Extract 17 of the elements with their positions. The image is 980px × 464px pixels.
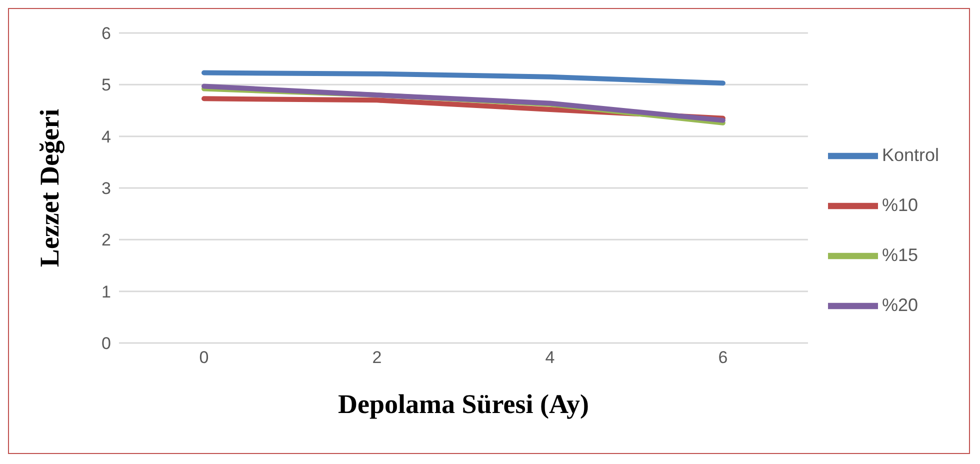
legend-label: %10 — [882, 194, 918, 215]
y-tick-label: 1 — [102, 282, 111, 302]
x-tick-label: 2 — [372, 348, 382, 368]
y-tick-label: 4 — [102, 127, 111, 146]
x-tick-label: 6 — [718, 348, 728, 368]
y-axis-title: Lezzet Değeri — [34, 108, 65, 268]
legend-label: %20 — [882, 294, 918, 315]
y-tick-label: 2 — [102, 230, 111, 250]
y-tick-label: 6 — [102, 24, 111, 44]
x-axis-title: Depolama Süresi (Ay) — [338, 389, 589, 419]
x-tick-label: 4 — [545, 348, 555, 368]
legend-label: %15 — [882, 244, 918, 265]
y-tick-label: 0 — [102, 334, 111, 354]
legend-label: Kontrol — [882, 144, 939, 165]
y-tick-label: 5 — [102, 76, 111, 95]
x-tick-label: 0 — [199, 348, 209, 368]
y-tick-label: 3 — [102, 179, 111, 198]
